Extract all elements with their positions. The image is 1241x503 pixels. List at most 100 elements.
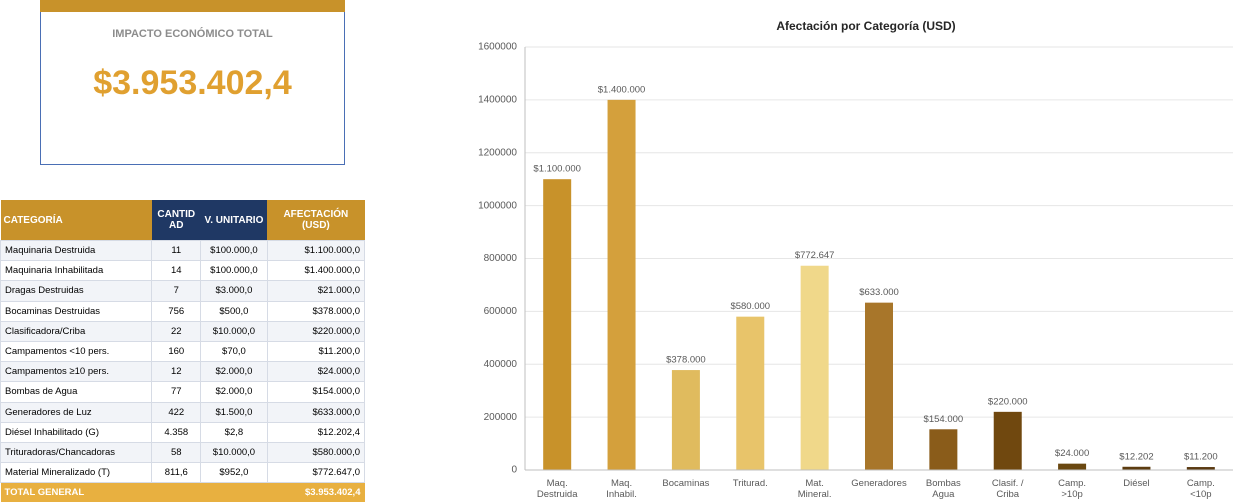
data-label: $772.647 (795, 250, 835, 261)
x-tick-label: Bocaminas (662, 478, 709, 489)
table-cell: $378.000,0 (266, 300, 366, 322)
header-cell: V. UNITARIO (200, 200, 268, 241)
table-cell: 11 (151, 239, 202, 262)
table-row: Bocaminas Destruidas 756 $500,0 $378.000,0 (0, 300, 366, 322)
x-tick-label: Diésel (1123, 478, 1149, 489)
table-cell: $952,0 (200, 462, 268, 484)
header-cell: CATEGORÍA (0, 200, 152, 241)
table-cell: Generadores de Luz (0, 401, 153, 423)
data-label: $580.000 (730, 301, 770, 312)
bar (671, 370, 700, 470)
table-row: Material Mineralizado (T) 811,6 $952,0 $772… (0, 462, 366, 484)
x-tick-label: Maq. Inhabil. (606, 478, 637, 500)
table-row: Maquinaria Destruida 11 $100.000,0 $1.100.0… (0, 239, 366, 262)
table-cell: $1.500,0 (200, 401, 268, 423)
table-cell: $500,0 (200, 300, 268, 322)
chart-title: Afectación por Categoría (USD) (776, 19, 955, 33)
table-cell: $3.000,0 (200, 280, 268, 302)
kpi-accent (40, 0, 345, 12)
table-cell: $2.000,0 (200, 361, 268, 383)
y-tick-label: 1400000 (478, 95, 517, 106)
kpi-label: IMPACTO ECONÓMICO TOTAL (112, 28, 273, 40)
chart: Afectación por Categoría (USD) 0 200000 40… (478, 19, 1233, 500)
table-cell: $772.647,0 (266, 462, 366, 484)
y-tick-label: 200000 (484, 412, 518, 423)
table-cell: $2.000,0 (200, 381, 268, 403)
table-cell: $12.202,4 (266, 421, 366, 443)
table-row: Trituradoras/Chancadoras 58 $10.000,0 $580.… (0, 441, 366, 464)
footer-cell (151, 482, 201, 503)
bar (800, 265, 829, 470)
table-cell: Campamentos ≥10 pers. (0, 361, 153, 383)
bar (1186, 467, 1215, 470)
bar (865, 302, 893, 470)
y-tick-label: 800000 (484, 253, 518, 264)
table-cell: Clasificadora/Criba (0, 320, 153, 342)
data-label: $24.000 (1055, 448, 1089, 459)
y-tick-label: 1600000 (478, 42, 517, 53)
bar (1122, 466, 1151, 470)
table-cell: $580.000,0 (266, 441, 366, 464)
x-tick-label: Camp. >10p (1058, 478, 1086, 500)
table-cell: Maquinaria Inhabilitada (0, 260, 153, 282)
data-label: $12.202 (1119, 451, 1153, 462)
table-cell: Maquinaria Destruida (0, 239, 153, 262)
data-label: $11.200 (1184, 452, 1218, 463)
bar (1058, 463, 1087, 470)
bar (607, 99, 636, 470)
data-label: $378.000 (666, 355, 706, 366)
table-cell: $2,8 (200, 421, 268, 443)
y-tick-label: 0 (511, 465, 517, 476)
table-cell: $24.000,0 (266, 361, 366, 383)
bar (736, 316, 765, 470)
table-cell: 422 (151, 401, 202, 423)
y-tick-label: 400000 (484, 359, 518, 370)
table-row: Generadores de Luz 422 $1.500,0 $633.000,0 (0, 401, 366, 423)
table-cell: Diésel Inhabilitado (G) (0, 421, 153, 443)
data-label: $1.100.000 (533, 164, 581, 175)
x-tick-label: Mat. Mineral. (798, 478, 832, 500)
table-cell: $633.000,0 (266, 401, 366, 423)
header-cell: CANTIDAD (151, 200, 201, 241)
x-tick-label: Maq. Destruida (537, 478, 578, 500)
x-tick-label: Triturad. (733, 478, 768, 489)
x-tick-label: Camp. <10p (1187, 478, 1215, 500)
table-body: Maquinaria Destruida 11 $100.000,0 $1.100.0… (0, 239, 366, 484)
x-tick-label: Bombas Agua (926, 478, 961, 500)
table-cell: Trituradoras/Chancadoras (0, 441, 153, 464)
bar (929, 429, 958, 470)
x-tick-label: Clasif. / Criba (992, 478, 1024, 500)
y-tick-label: 1200000 (478, 147, 517, 158)
table-cell: $21.000,0 (266, 280, 366, 302)
header-cell: AFECTACIÓN (USD) (267, 200, 365, 241)
table-cell: $1.100.000,0 (266, 239, 366, 262)
table-cell: 7 (151, 280, 202, 302)
y-tick-label: 1000000 (478, 200, 517, 211)
table-row: Clasificadora/Criba 22 $10.000,0 $220.000,0 (0, 320, 366, 342)
x-tick-label: Generadores (851, 478, 907, 489)
table-cell: 756 (151, 300, 202, 322)
table-cell: $154.000,0 (266, 381, 366, 403)
y-tick-label: 600000 (484, 306, 518, 317)
table-cell: 77 (151, 381, 202, 403)
data-label: $633.000 (859, 287, 899, 298)
bar (993, 411, 1022, 470)
table-row: Diésel Inhabilitado (G) 4.358 $2,8 $12.202,… (0, 421, 366, 443)
table-cell: 22 (151, 320, 202, 342)
table-cell: $70,0 (200, 340, 268, 363)
bar (543, 179, 572, 470)
table-cell: 14 (151, 260, 202, 282)
data-label: $1.400.000 (598, 84, 646, 95)
table-cell: $10.000,0 (200, 320, 268, 342)
table-cell: 811,6 (151, 462, 202, 484)
data-label: $220.000 (988, 396, 1028, 407)
table-cell: Dragas Destruidas (0, 280, 153, 302)
table-row: Campamentos ≥10 pers. 12 $2.000,0 $24.000,0 (0, 361, 366, 383)
table-cell: Bocaminas Destruidas (0, 300, 153, 322)
table-cell: 4.358 (151, 421, 202, 443)
table-cell: Material Mineralizado (T) (0, 462, 153, 484)
footer-cell: TOTAL GENERAL (0, 482, 152, 503)
table-cell: 12 (151, 361, 202, 383)
table-cell: $10.000,0 (200, 441, 268, 464)
